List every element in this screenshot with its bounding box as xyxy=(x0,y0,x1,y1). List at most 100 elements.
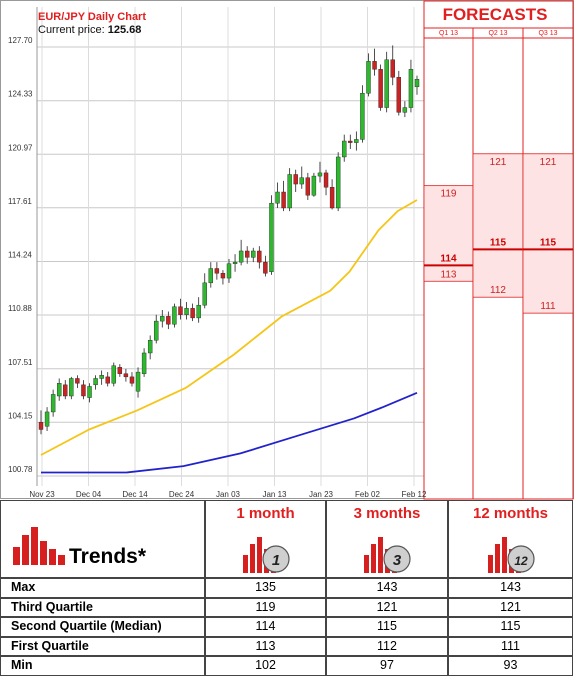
y-tick-label: 117.61 xyxy=(8,197,32,206)
horizon-number: 1 xyxy=(271,552,279,569)
y-tick-label: 104.15 xyxy=(8,411,33,420)
icon-bar xyxy=(494,544,500,573)
candle-body xyxy=(226,263,232,279)
third-quartile-label: 121 xyxy=(490,157,507,168)
row-value: 121 xyxy=(448,597,573,618)
median-label: 115 xyxy=(540,237,557,248)
candle-body xyxy=(251,250,256,258)
horizon-number: 3 xyxy=(393,552,402,569)
row-label: First Quartile xyxy=(0,636,205,657)
y-tick-label: 114.24 xyxy=(8,251,32,260)
candle-body xyxy=(257,250,262,263)
icon-bar xyxy=(31,527,38,565)
candle-body xyxy=(244,250,250,258)
candle-body xyxy=(93,378,98,386)
candle-body xyxy=(402,107,408,113)
candle-body xyxy=(147,340,153,354)
x-tick-label: Jan 23 xyxy=(309,490,334,499)
x-tick-label: Jan 13 xyxy=(262,490,287,499)
candle-body xyxy=(378,69,383,108)
candle-body xyxy=(269,202,274,272)
candle-body xyxy=(305,177,311,196)
row-label: Second Quartile (Median) xyxy=(0,617,205,637)
row-value: 143 xyxy=(448,578,573,598)
x-tick-label: Dec 14 xyxy=(122,490,148,499)
candle-body xyxy=(323,172,329,188)
eurjpy-chart: Q1 13 119 114 113 Q2 13 121 115 112 Q3 13 121 115 1… xyxy=(0,0,574,500)
bar-chart-icon xyxy=(13,527,65,565)
forecast-range-box xyxy=(472,153,524,298)
icon-bar xyxy=(501,537,507,573)
candle-body xyxy=(63,384,68,397)
trends-label: Trends* xyxy=(69,545,147,568)
row-label: Min xyxy=(0,656,205,676)
candle-body xyxy=(238,250,244,263)
candle-body xyxy=(317,172,323,177)
candle-body xyxy=(123,373,129,378)
row-value: 121 xyxy=(326,597,448,618)
y-tick-label: 120.97 xyxy=(8,143,33,152)
chart-title: EUR/JPY Daily Chart xyxy=(38,11,146,23)
row-value: 143 xyxy=(326,578,448,598)
horizon-number-badge xyxy=(383,545,411,573)
x-tick-label: Jan 03 xyxy=(216,490,241,499)
row-value: 114 xyxy=(205,617,326,637)
candle-body xyxy=(99,375,104,379)
forecast-range-box xyxy=(522,153,574,314)
icon-bar xyxy=(371,544,376,573)
horizon-label: 1 month xyxy=(236,505,295,522)
candle-body xyxy=(390,59,395,78)
candle-body xyxy=(414,78,420,88)
candle-body xyxy=(190,308,195,319)
icon-bar xyxy=(40,541,47,565)
horizon-number: 12 xyxy=(514,554,528,568)
candle-body xyxy=(75,378,80,384)
candle-body xyxy=(154,320,159,341)
icon-bar xyxy=(256,537,262,573)
median-label: 114 xyxy=(440,253,457,264)
table-row: Third Quartile 119 121 121 xyxy=(0,597,573,618)
horizon-label: 3 months xyxy=(353,505,421,522)
quarter-label: Q2 13 xyxy=(488,30,507,37)
table-row: First Quartile 113 112 111 xyxy=(0,636,573,657)
candle-body xyxy=(293,174,298,185)
x-tick-label: Dec 04 xyxy=(76,490,102,499)
candle-body xyxy=(214,268,220,274)
third-quartile-label: 119 xyxy=(441,189,457,200)
row-value: 93 xyxy=(448,656,573,676)
candle-body xyxy=(281,191,286,209)
table-row: Max 135 143 143 xyxy=(0,578,573,598)
y-tick-label: 124.33 xyxy=(8,90,33,99)
candle-body xyxy=(44,411,50,427)
candle-body xyxy=(111,365,116,384)
icon-bar xyxy=(242,555,248,573)
row-value: 97 xyxy=(326,656,448,676)
candle-body xyxy=(172,306,177,325)
candle-body xyxy=(335,156,341,209)
candle-body xyxy=(311,175,317,196)
forecast-range-box xyxy=(423,185,474,282)
candle-body xyxy=(56,383,62,397)
candle-body xyxy=(87,386,92,398)
third-quartile-label: 121 xyxy=(540,157,557,168)
x-tick-label: Feb 02 xyxy=(355,490,380,499)
current-price-label: Current price: 125.68 xyxy=(38,24,141,36)
icon-bar xyxy=(249,544,255,573)
table-row: Min 102 97 93 xyxy=(0,656,573,676)
candle-body xyxy=(275,191,280,204)
quarter-label: Q1 13 xyxy=(439,30,458,37)
candle-body xyxy=(384,59,389,108)
icon-bar xyxy=(13,547,20,565)
candle-body xyxy=(372,61,377,70)
forecasts-title: FORECASTS xyxy=(443,5,548,24)
candle-body xyxy=(81,384,86,397)
candle-body xyxy=(232,261,238,264)
candle-body xyxy=(263,261,268,274)
candle-body xyxy=(348,140,353,143)
candle-body xyxy=(135,371,141,392)
y-tick-label: 107.51 xyxy=(8,358,33,367)
candle-body xyxy=(220,273,226,279)
icon-bar xyxy=(58,555,65,565)
row-value: 135 xyxy=(205,578,326,598)
